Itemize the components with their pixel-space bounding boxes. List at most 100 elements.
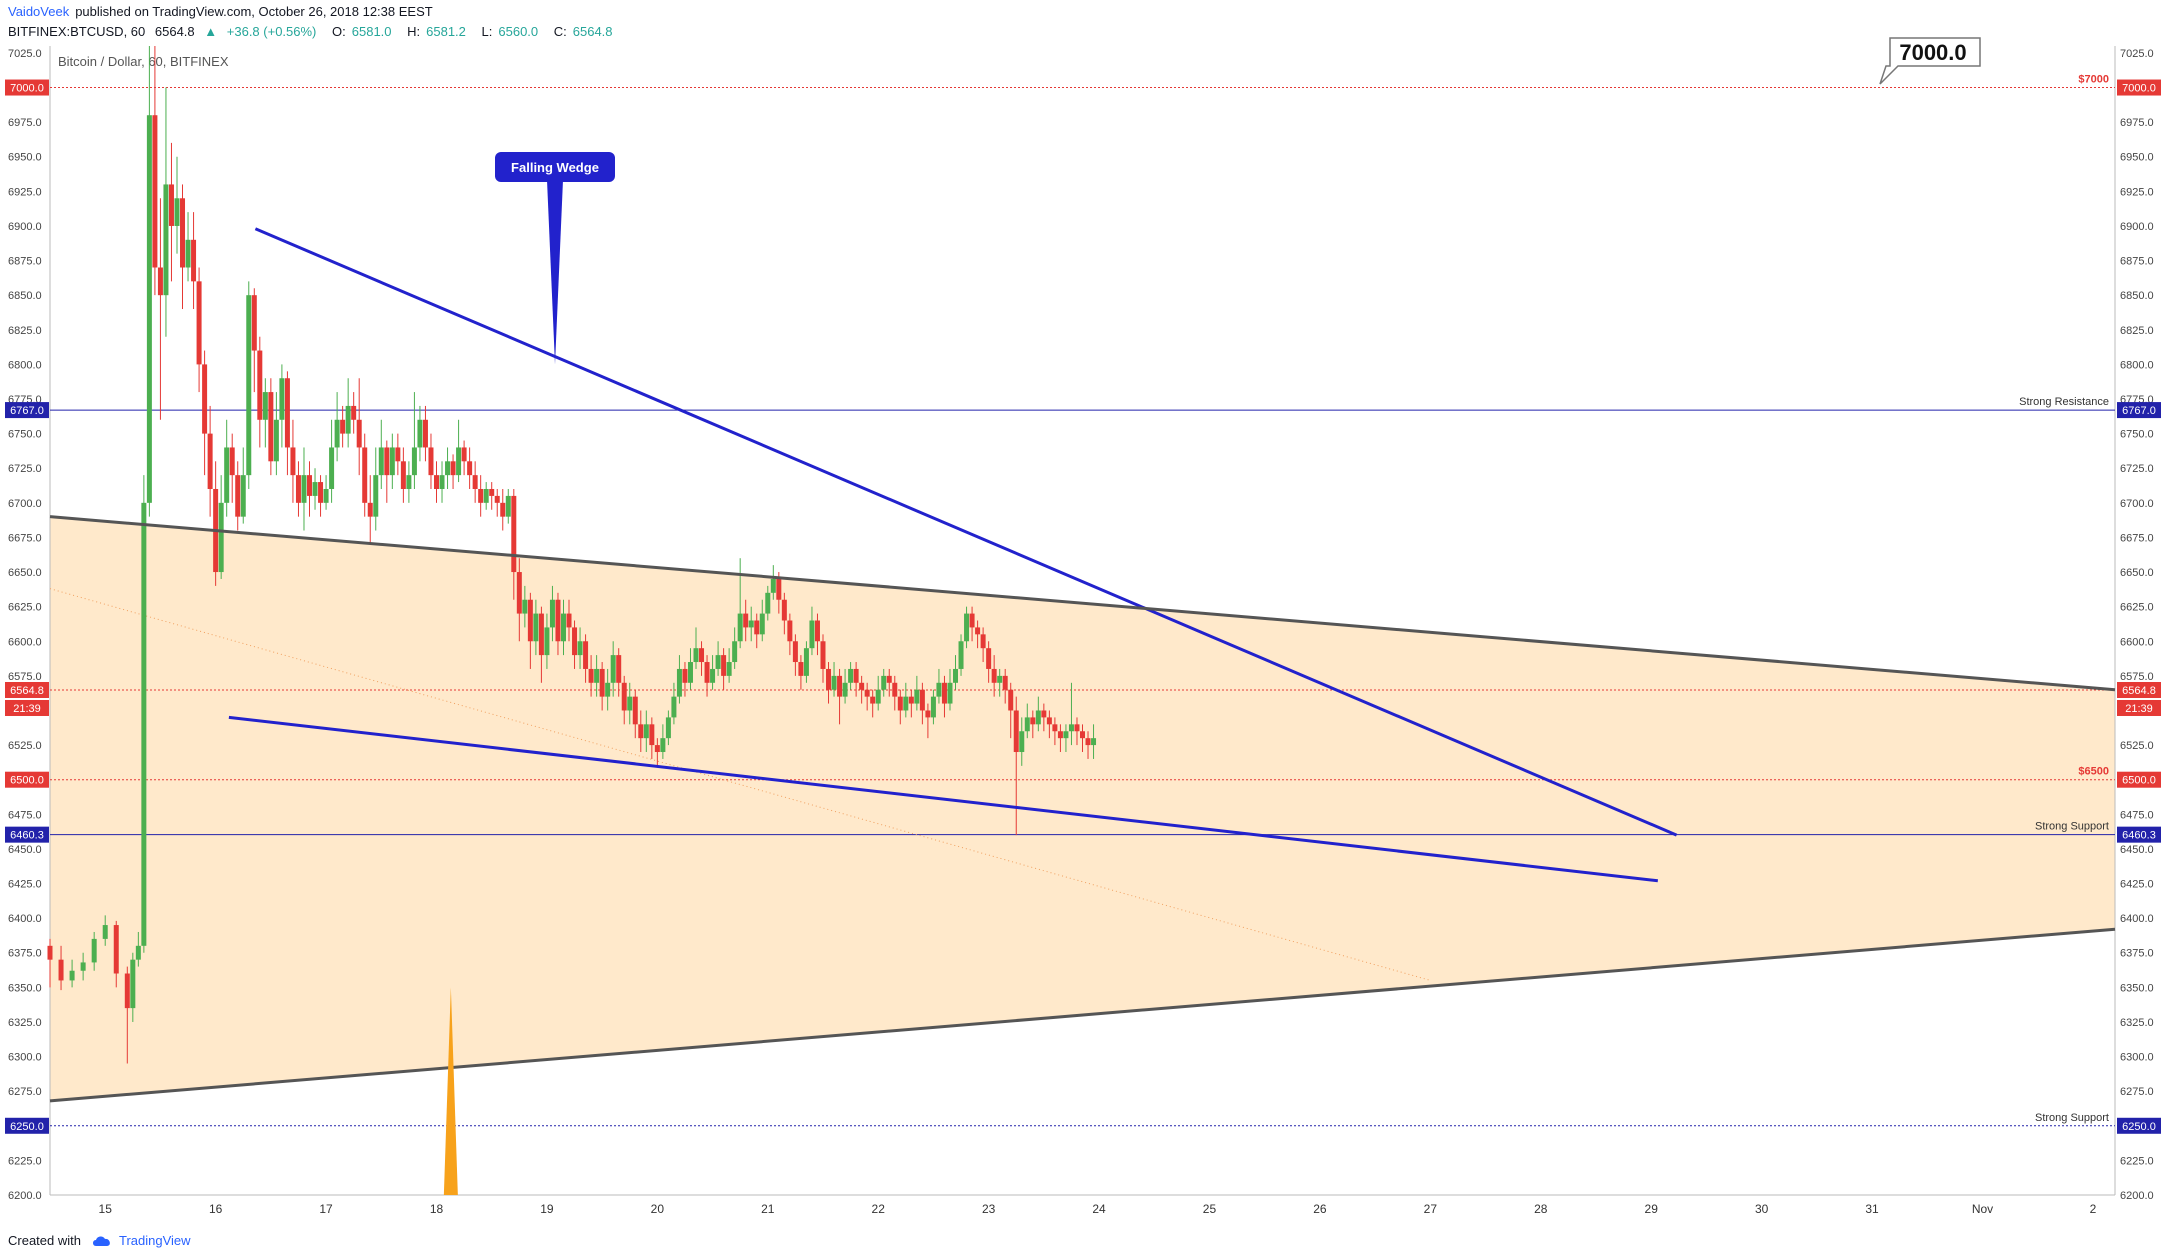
candle-body — [340, 419, 346, 434]
price-tag-left-text: 7000.0 — [10, 83, 44, 95]
low-value: L: 6560.0 — [481, 24, 539, 39]
candle-body — [837, 675, 843, 697]
candle-body — [152, 115, 158, 268]
y-tick-right: 6825.0 — [2120, 325, 2154, 337]
candle-body — [583, 641, 589, 669]
candle-body — [1052, 724, 1058, 732]
candle-body — [792, 641, 798, 663]
y-tick-left: 6925.0 — [8, 186, 42, 198]
candle-body — [478, 488, 484, 503]
price-chart[interactable]: 6200.0 6200.0 6225.0 6225.0 6250.0 6250.0 6275… — [0, 0, 2162, 1225]
candle-body — [1013, 710, 1019, 753]
candle-body — [527, 599, 533, 642]
price-tag-left — [5, 681, 49, 698]
candle-body — [732, 641, 738, 663]
candle-body — [599, 668, 605, 697]
candle-body — [329, 447, 335, 489]
high-value: H: 6581.2 — [407, 24, 466, 39]
candle-body — [798, 662, 804, 676]
candle-body — [765, 592, 771, 614]
candle-body — [621, 682, 627, 711]
y-tick-left: 6900.0 — [8, 221, 42, 233]
candle-body — [356, 419, 362, 448]
candle-body — [721, 655, 727, 676]
price-tag-right — [2117, 826, 2161, 843]
candle-body — [240, 475, 246, 517]
x-tick-label: 25 — [1203, 1202, 1217, 1216]
falling-wedge-badge — [495, 152, 615, 182]
candle-body — [483, 488, 489, 503]
candle-body — [787, 620, 793, 642]
candle-body — [803, 648, 809, 676]
candle-body — [224, 447, 230, 503]
candle-body — [351, 405, 357, 420]
candle-body — [290, 447, 296, 476]
candle-body — [251, 295, 257, 351]
candle-body — [279, 378, 285, 420]
candle-body — [522, 599, 528, 614]
y-tick-right: 6800.0 — [2120, 359, 2154, 371]
candle-body — [903, 696, 909, 711]
trendline-channel-upper — [49, 515, 2116, 692]
candle-body — [781, 599, 787, 621]
candle-body — [964, 613, 970, 642]
price-tag-left — [5, 771, 49, 788]
price-tag-right-text: 6460.3 — [2122, 830, 2156, 842]
price-tag-right — [2117, 1117, 2161, 1134]
price-tag-left-text: 6767.0 — [10, 405, 44, 417]
candle-body — [704, 662, 710, 683]
candle-body — [384, 447, 390, 476]
y-tick-left: 6275.0 — [8, 1086, 42, 1098]
candle-body — [555, 599, 561, 642]
candle-body — [373, 475, 379, 517]
candle-body — [919, 689, 925, 711]
candle-body — [870, 696, 876, 704]
candle-body — [859, 682, 865, 690]
chart-header: VaidoVeek published on TradingView.com, O… — [0, 0, 2162, 46]
author-link[interactable]: VaidoVeek — [8, 4, 70, 19]
y-tick-right: 6900.0 — [2120, 221, 2154, 233]
candle-body — [538, 613, 544, 656]
x-tick-label: 15 — [99, 1202, 113, 1216]
candle-body — [759, 613, 765, 635]
y-tick-right: 6575.0 — [2120, 671, 2154, 683]
line-note: $7000 — [2078, 74, 2109, 86]
price-tag-left-text: 6564.8 — [10, 685, 44, 697]
candle-body — [257, 350, 263, 420]
candle-body — [467, 461, 473, 476]
candle-body — [754, 620, 760, 635]
candle-body — [422, 419, 428, 448]
price-tag-right — [2117, 402, 2161, 419]
candle-body — [494, 495, 500, 503]
candle-body — [157, 267, 163, 296]
candle-body — [450, 461, 456, 476]
candle-body — [566, 613, 572, 628]
candle-body — [986, 648, 992, 669]
x-tick-label: 2 — [2090, 1202, 2097, 1216]
y-tick-left: 6625.0 — [8, 602, 42, 614]
candle-body — [445, 461, 451, 476]
candle-body — [643, 724, 649, 739]
price-tag-right — [2117, 79, 2161, 96]
candle-body — [814, 620, 820, 642]
candle-body — [958, 641, 964, 669]
candle-body — [113, 925, 119, 974]
tradingview-logo[interactable]: TradingView — [91, 1233, 191, 1248]
symbol-label: BITFINEX:BTCUSD, 60 — [8, 24, 146, 39]
y-tick-right: 6675.0 — [2120, 532, 2154, 544]
y-tick-left: 6725.0 — [8, 463, 42, 475]
candle-body — [897, 696, 903, 711]
candle-body — [947, 682, 953, 704]
price-tag-right-text: 7000.0 — [2122, 83, 2156, 95]
y-tick-left: 6875.0 — [8, 256, 42, 268]
target-callout-box — [1879, 37, 1981, 85]
candle-body — [881, 675, 887, 690]
candle-body — [748, 620, 754, 628]
x-tick-label: 27 — [1424, 1202, 1438, 1216]
candle-body — [489, 488, 495, 496]
candle-body — [665, 717, 671, 739]
candle-body — [936, 682, 942, 697]
y-tick-right: 6200.0 — [2120, 1190, 2154, 1202]
y-tick-right: 6350.0 — [2120, 982, 2154, 994]
candle-body — [737, 613, 743, 642]
